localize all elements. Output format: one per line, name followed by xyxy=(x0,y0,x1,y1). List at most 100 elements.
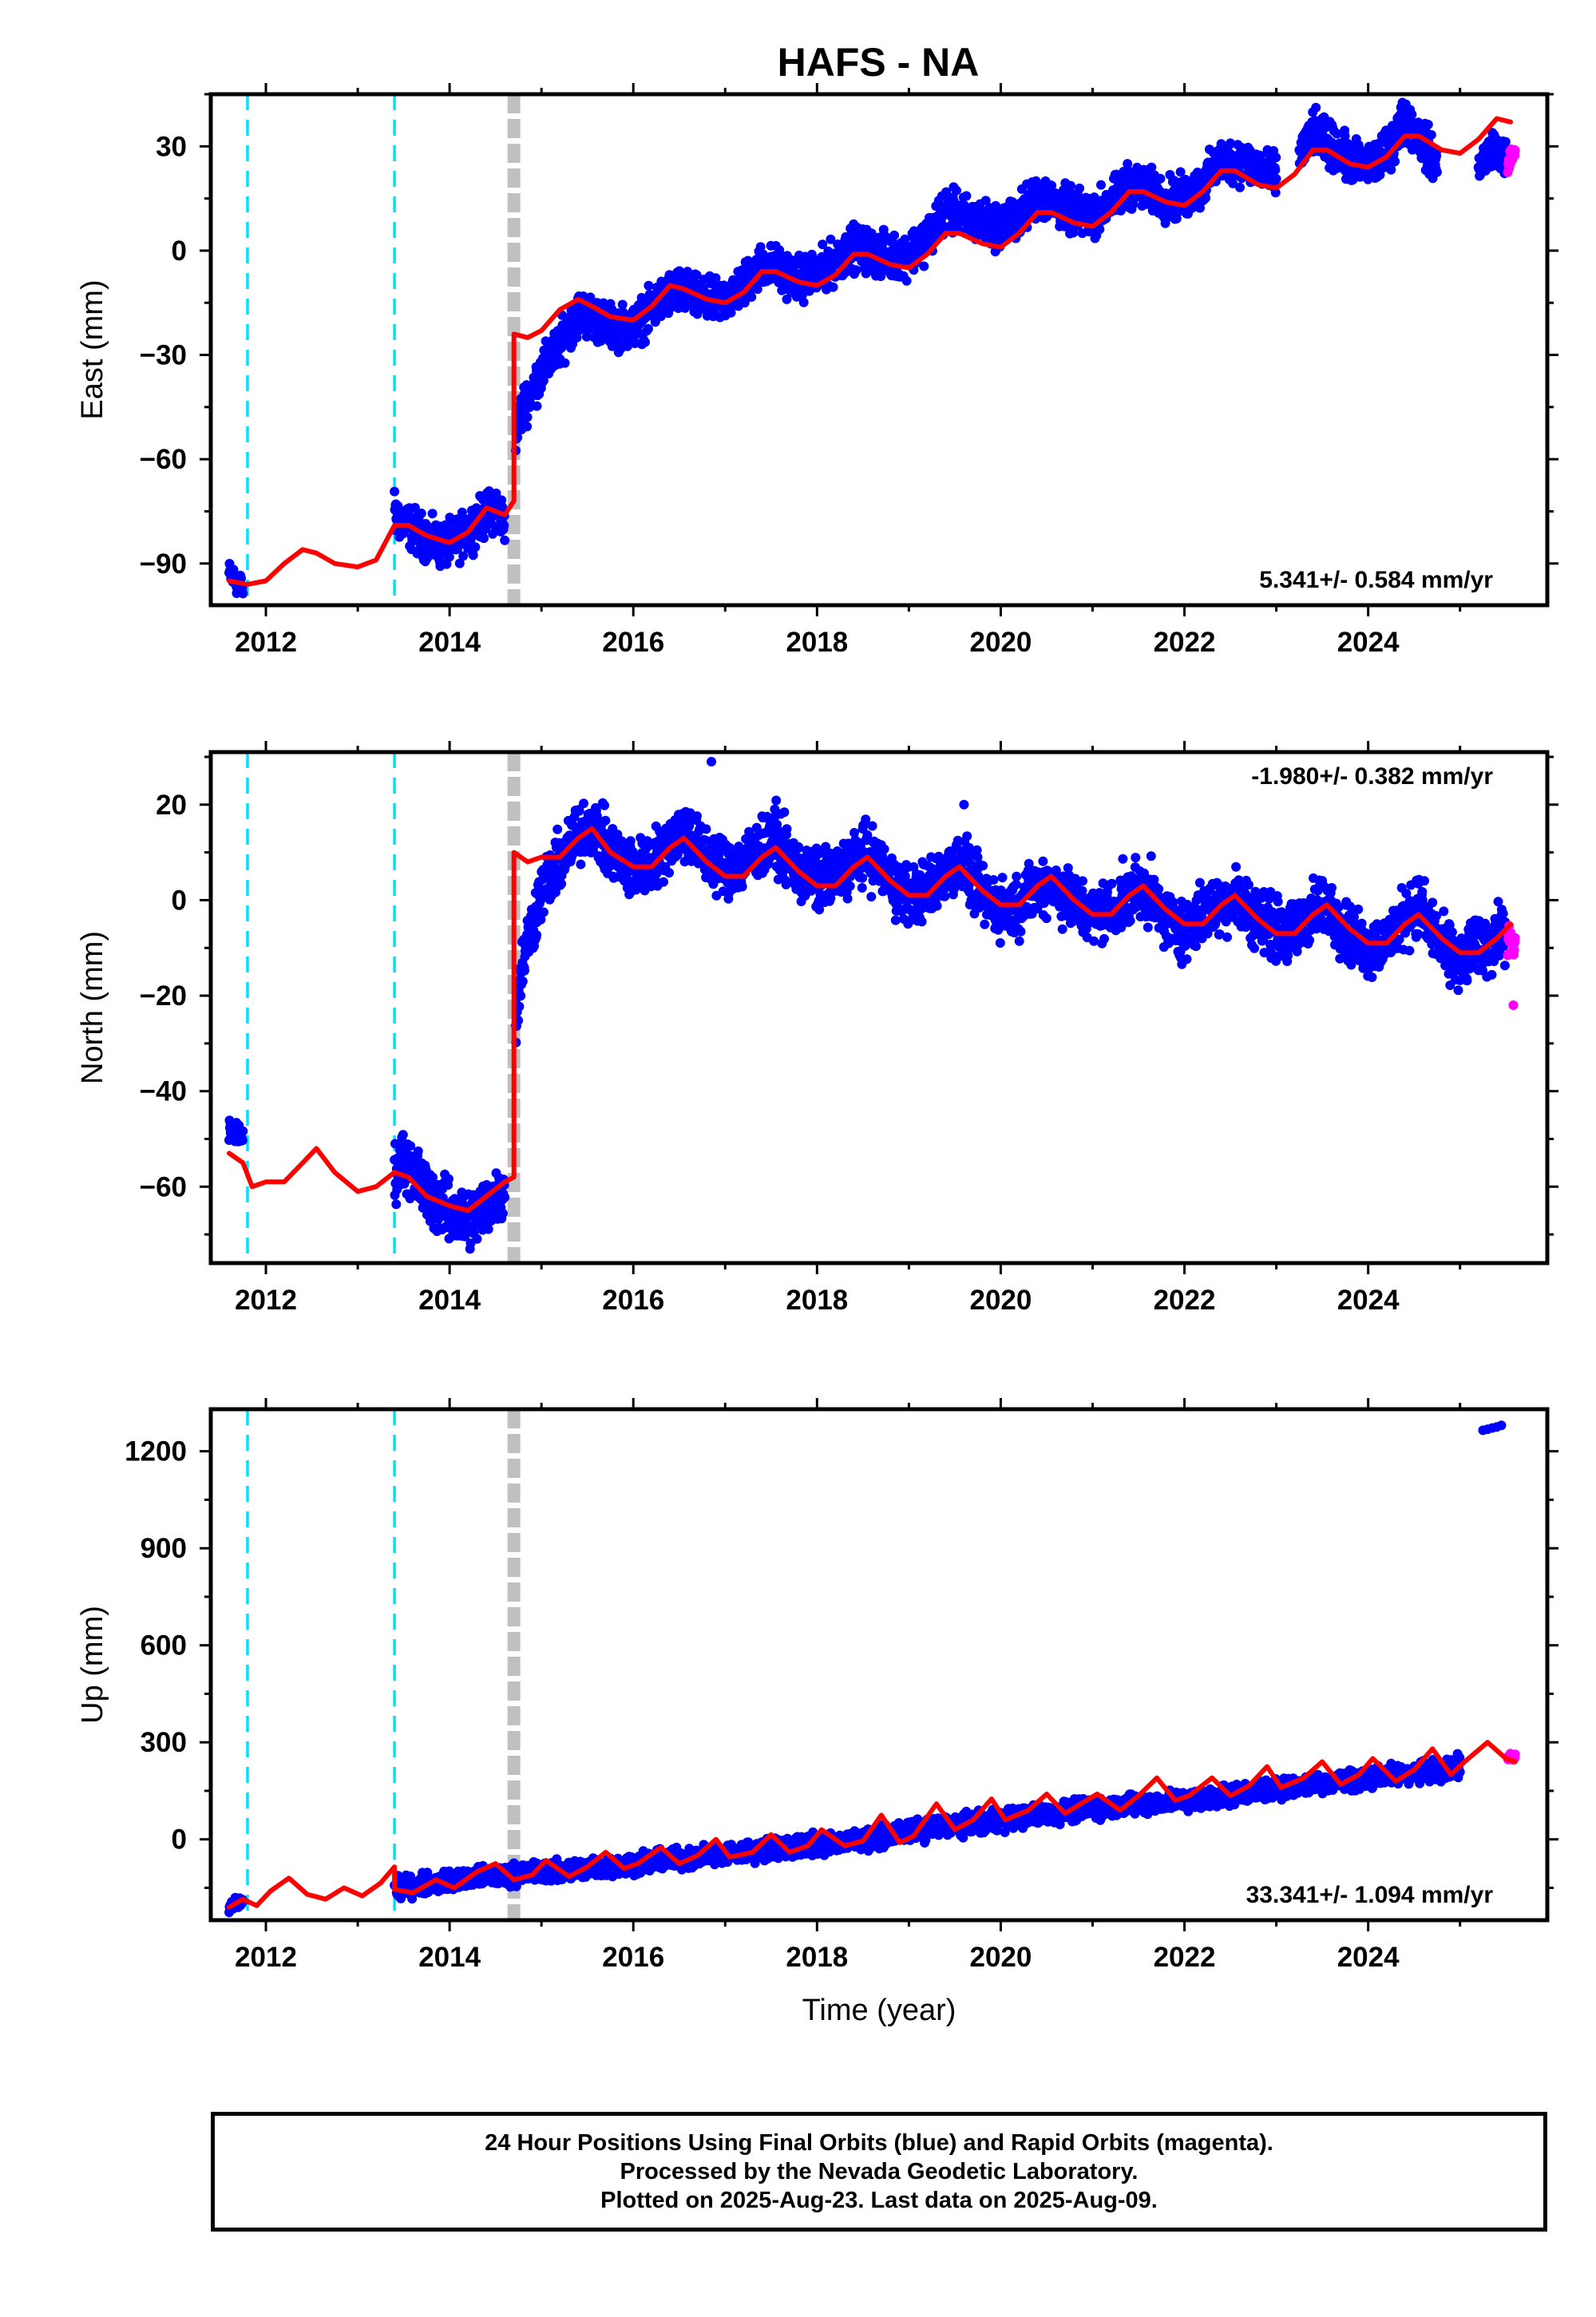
final-orbit-point xyxy=(972,852,983,862)
final-orbit-point xyxy=(472,1234,482,1244)
final-orbit-point xyxy=(664,868,675,878)
final-orbit-point xyxy=(1011,879,1021,889)
north-panel: 2012 2014 2016 2018 2020 2022 2024−60−40−20020… xyxy=(76,741,1558,1316)
final-orbit-point xyxy=(1228,178,1238,188)
final-orbit-point xyxy=(1014,936,1024,946)
y-tick-label: −30 xyxy=(140,340,187,371)
x-tick-label: 2024 xyxy=(1337,627,1400,658)
final-orbit-point xyxy=(798,297,809,307)
final-orbit-point xyxy=(655,311,666,322)
model-fit-line xyxy=(227,116,1513,587)
final-orbit-point xyxy=(1426,129,1436,140)
final-orbit-point xyxy=(574,806,584,816)
final-orbit-point xyxy=(517,976,528,987)
east-panel: 2012 2014 2016 2018 2020 2022 2024−90−60−30030… xyxy=(76,83,1558,658)
final-orbit-point xyxy=(861,814,871,825)
final-orbit-point xyxy=(1386,164,1396,175)
final-orbit-point xyxy=(1271,152,1281,163)
final-orbit-point xyxy=(625,836,636,846)
final-orbit-point xyxy=(647,291,657,300)
final-orbit-point xyxy=(532,401,542,411)
final-orbit-point xyxy=(514,1001,525,1012)
final-orbit-point xyxy=(522,422,533,432)
rapid-orbit-points xyxy=(1503,145,1520,177)
final-orbit-point xyxy=(406,1141,416,1151)
final-orbit-point xyxy=(1201,192,1211,203)
final-orbit-point xyxy=(579,798,588,809)
final-orbit-point xyxy=(866,892,877,902)
final-orbit-point xyxy=(889,230,900,240)
final-orbit-point xyxy=(901,275,912,286)
final-orbit-point xyxy=(600,800,610,810)
final-orbit-point xyxy=(826,234,836,244)
final-orbit-point xyxy=(845,881,855,891)
final-orbit-point xyxy=(711,273,721,283)
final-orbit-point xyxy=(692,811,702,822)
y-axis-label: East (mm) xyxy=(76,279,109,419)
final-orbit-point xyxy=(684,821,695,831)
plot-area xyxy=(224,94,1520,605)
final-orbit-point xyxy=(1340,131,1350,141)
final-orbit-point xyxy=(1195,203,1205,213)
final-orbit-point xyxy=(428,1172,438,1182)
final-orbit-point xyxy=(391,1199,402,1210)
final-orbit-points xyxy=(224,97,1511,599)
final-orbit-point xyxy=(497,1208,508,1218)
final-orbit-point xyxy=(551,887,560,897)
final-orbit-point xyxy=(890,915,901,925)
final-orbit-point xyxy=(1235,182,1245,192)
y-tick-label: −90 xyxy=(140,549,187,580)
final-orbit-point xyxy=(444,1174,453,1184)
final-orbit-point xyxy=(499,521,509,530)
final-orbit-point xyxy=(1390,156,1400,167)
final-orbit-point xyxy=(454,558,465,568)
final-orbit-point xyxy=(538,375,549,386)
final-orbit-point xyxy=(600,815,611,826)
final-orbit-point xyxy=(238,1126,248,1136)
final-orbit-point xyxy=(1226,138,1236,149)
final-orbit-point xyxy=(1311,102,1321,113)
final-orbit-point xyxy=(962,831,972,842)
final-orbit-point xyxy=(861,268,871,279)
final-orbit-point xyxy=(617,299,628,310)
final-orbit-point xyxy=(952,185,961,196)
final-orbit-point xyxy=(536,914,546,925)
final-orbit-point xyxy=(572,332,582,343)
final-orbit-point xyxy=(659,877,668,887)
final-orbit-point xyxy=(1332,129,1342,139)
final-orbit-point xyxy=(644,280,654,291)
final-orbit-point xyxy=(1432,167,1442,177)
final-orbit-point xyxy=(237,1135,248,1146)
final-orbit-point xyxy=(390,486,400,497)
final-orbit-point xyxy=(726,307,736,318)
final-orbit-point xyxy=(483,1224,493,1234)
final-orbit-point xyxy=(1270,165,1281,175)
final-orbit-point xyxy=(1066,180,1075,191)
final-orbit-point xyxy=(1075,183,1084,193)
rapid-orbit-point xyxy=(1510,145,1520,156)
final-orbit-point xyxy=(771,795,782,806)
final-orbit-point xyxy=(1407,109,1417,120)
final-orbit-point xyxy=(413,1146,423,1156)
final-orbit-point xyxy=(851,265,861,275)
final-orbit-point xyxy=(479,533,489,544)
final-orbit-point xyxy=(701,824,711,834)
final-orbit-point xyxy=(940,891,950,901)
final-orbit-point xyxy=(644,323,653,334)
final-orbit-point xyxy=(980,196,991,206)
final-orbit-point xyxy=(857,883,867,893)
final-orbit-point xyxy=(556,878,567,889)
final-orbit-point xyxy=(747,292,757,302)
x-tick-label: 2014 xyxy=(418,627,481,658)
final-orbit-point xyxy=(427,509,438,519)
final-orbit-point xyxy=(532,930,542,940)
final-orbit-point xyxy=(988,875,999,885)
final-orbit-point xyxy=(937,221,948,232)
final-orbit-point xyxy=(751,822,762,833)
final-orbit-point xyxy=(640,337,650,347)
y-tick-label: 30 xyxy=(156,131,187,162)
final-orbit-point xyxy=(961,191,972,201)
final-orbit-point xyxy=(737,881,747,892)
final-orbit-point xyxy=(442,559,452,569)
final-orbit-point xyxy=(576,859,586,869)
